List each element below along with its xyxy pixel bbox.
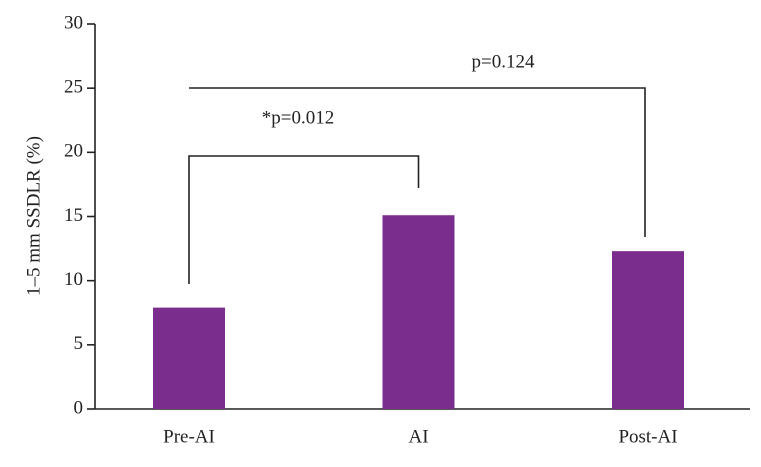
bar — [153, 307, 225, 409]
y-tick-label: 25 — [64, 77, 83, 98]
y-tick-label: 5 — [74, 333, 84, 354]
y-tick-label: 20 — [64, 141, 83, 162]
x-tick-label: Post-AI — [618, 426, 677, 447]
y-tick-label: 30 — [64, 12, 83, 33]
bar — [612, 251, 684, 409]
bracket — [188, 155, 420, 284]
y-axis-label: 1–5 mm SSDLR (%) — [23, 136, 44, 296]
bracket — [189, 87, 646, 237]
x-tick-label: AI — [408, 426, 428, 447]
annotation: *p=0.012 — [262, 107, 334, 128]
annotation: p=0.124 — [472, 51, 535, 72]
y-tick-label: 0 — [74, 397, 84, 418]
bar — [382, 215, 455, 409]
y-tick-label: 10 — [64, 269, 83, 290]
x-tick-label: Pre-AI — [163, 426, 215, 447]
y-tick-label: 15 — [64, 205, 83, 226]
